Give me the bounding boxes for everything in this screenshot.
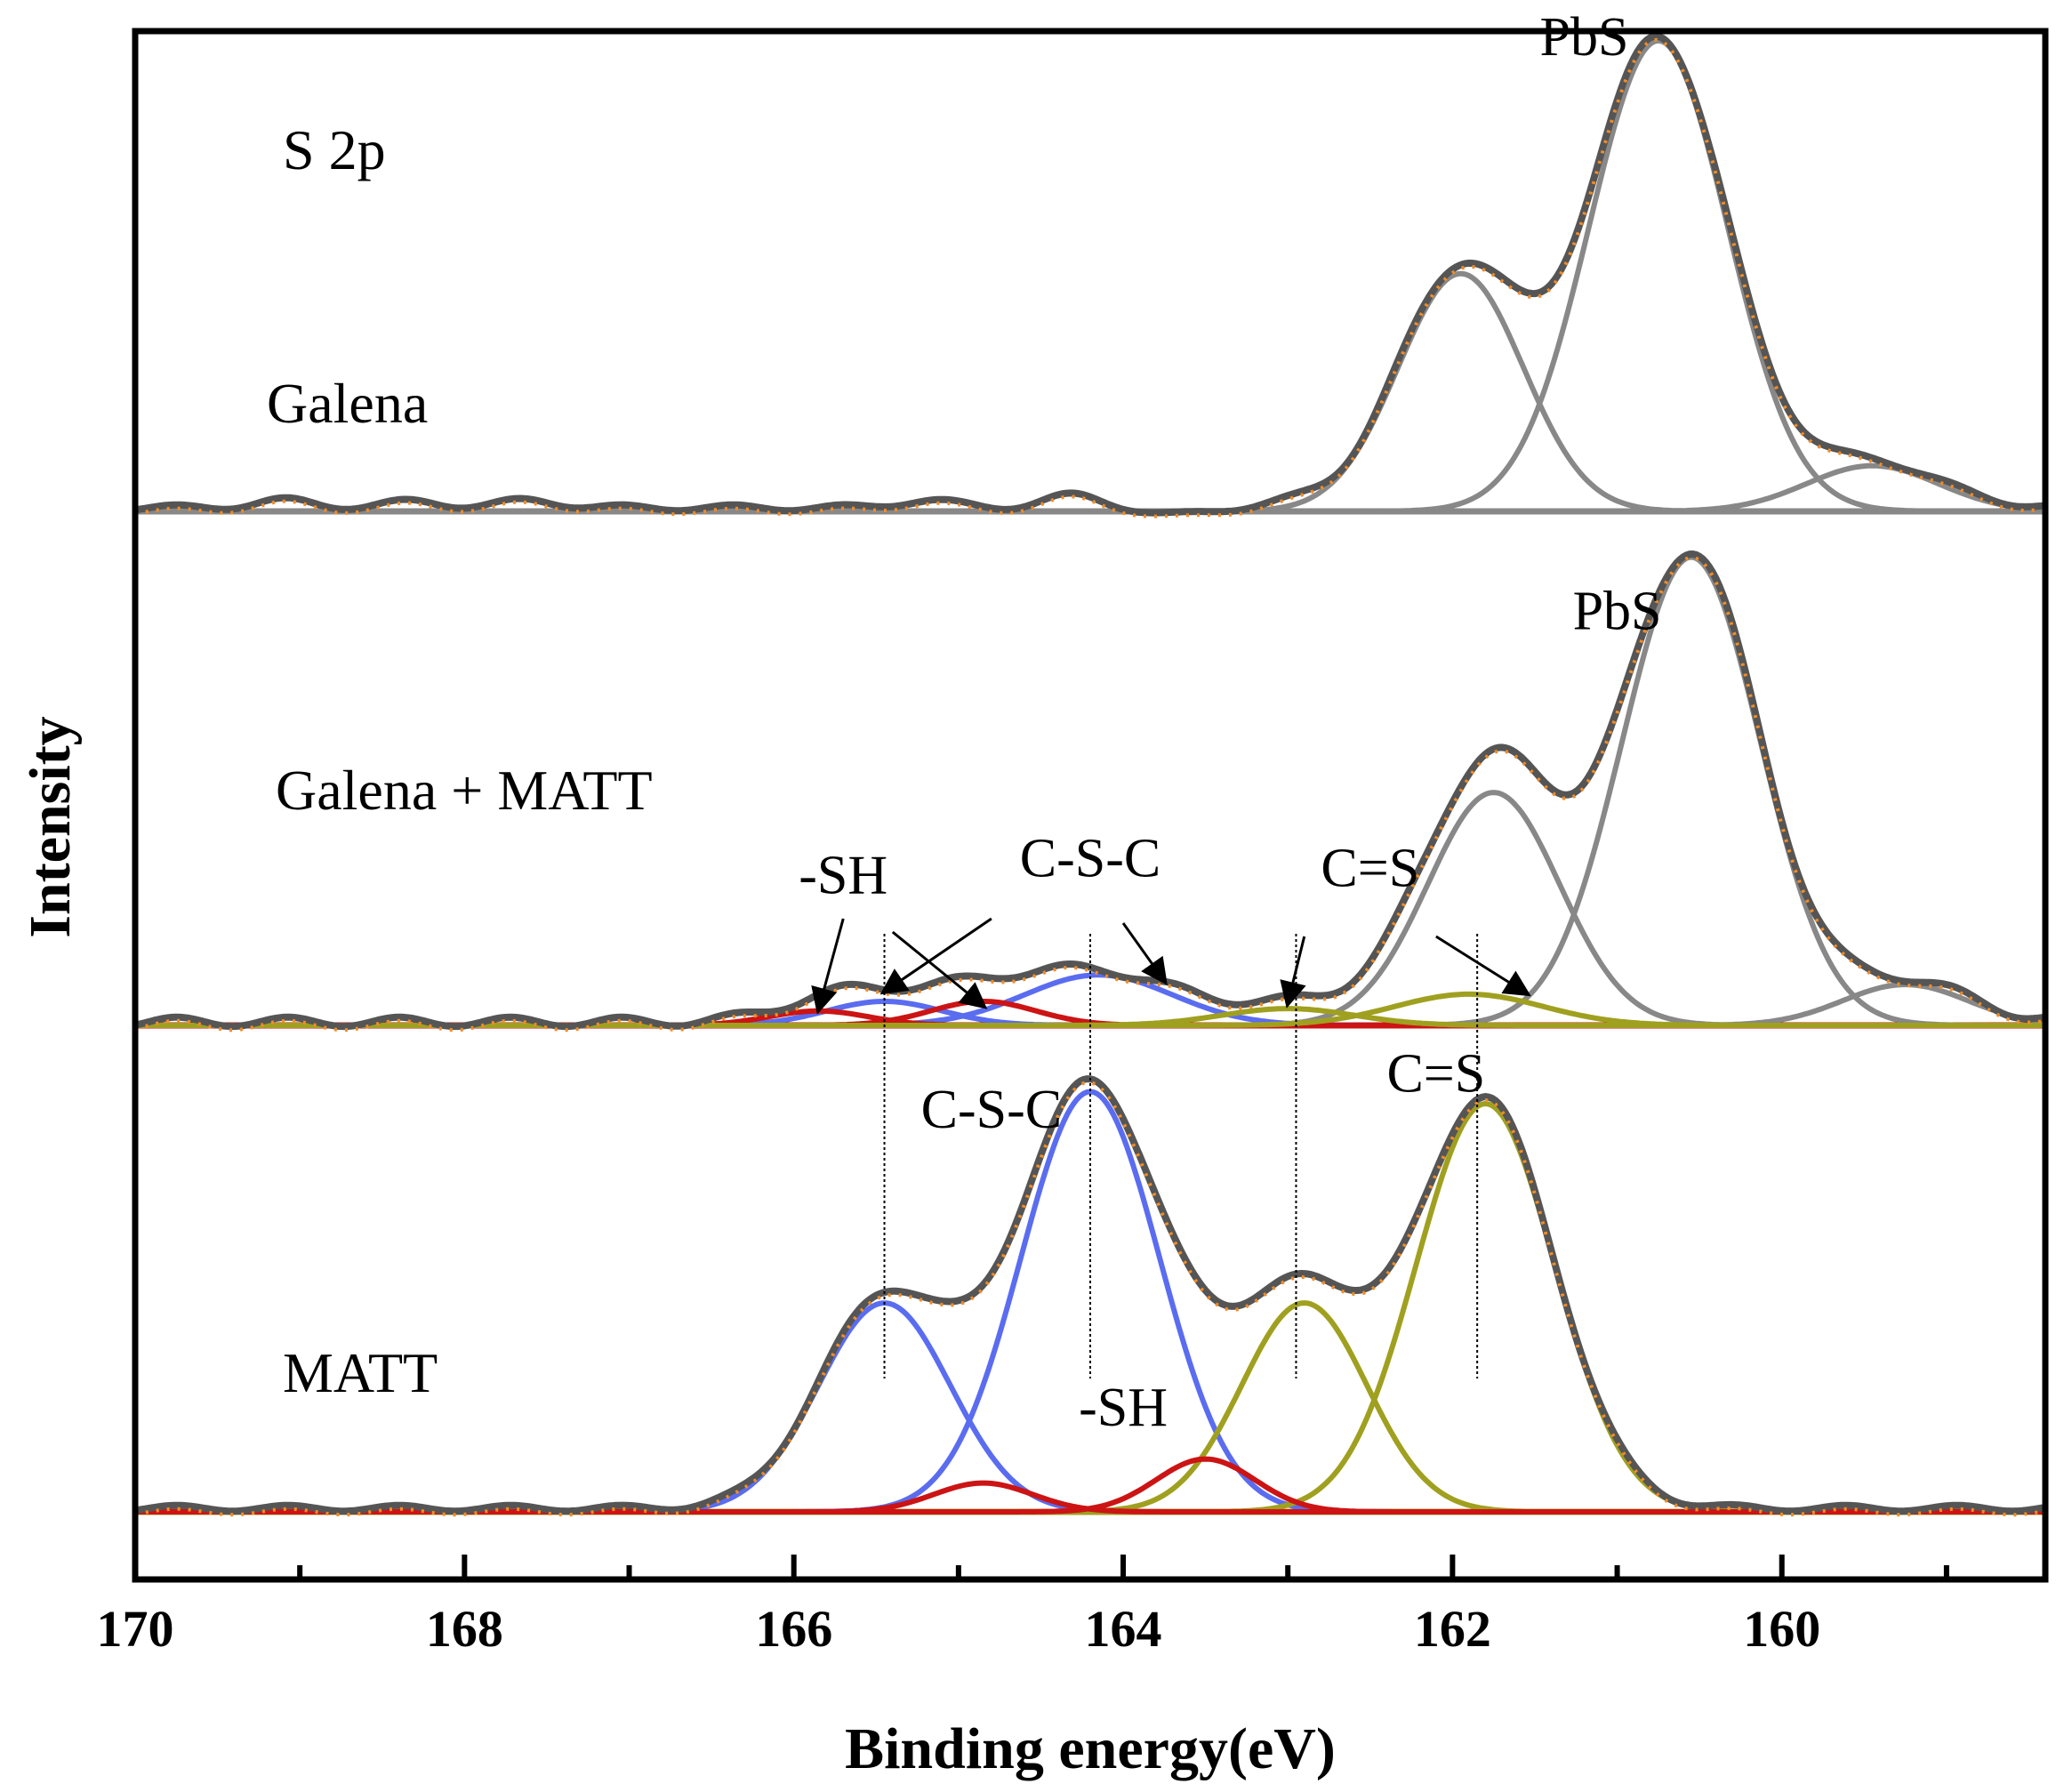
annotation-arrow bbox=[891, 930, 988, 1009]
x-tick-label: 170 bbox=[97, 1600, 174, 1658]
spectrum-region-label: S 2p bbox=[283, 118, 386, 181]
x-tick-label: 160 bbox=[1743, 1600, 1820, 1658]
peak-label-cs: C=S bbox=[1321, 838, 1419, 898]
peak-label-cs: C=S bbox=[1386, 1044, 1485, 1105]
annotation-arrow bbox=[1121, 922, 1168, 985]
annotations: Galena S 2p PbS Galena + MATT PbS -SH C-S-C C=S… bbox=[267, 7, 1662, 1438]
annotation-arrow bbox=[1280, 936, 1306, 1009]
x-tick-label: 162 bbox=[1414, 1600, 1491, 1658]
peak-label-sh: -SH bbox=[1079, 1378, 1168, 1438]
envelope-curve bbox=[134, 32, 2046, 517]
annotation-arrow bbox=[879, 917, 992, 995]
peak-label-csc: C-S-C bbox=[921, 1080, 1062, 1140]
panel-galena bbox=[134, 32, 2046, 518]
x-axis-title: Binding energy(eV) bbox=[845, 1716, 1336, 1781]
plot-frame bbox=[132, 28, 2049, 1583]
x-tick-label: 166 bbox=[755, 1600, 832, 1658]
y-axis-title: Intensity bbox=[18, 716, 83, 937]
component-pbs-1 bbox=[135, 790, 2045, 1028]
annotation-arrow bbox=[1435, 935, 1531, 997]
x-tick-label: 168 bbox=[426, 1600, 503, 1658]
fit-points bbox=[134, 37, 2046, 518]
fit-points bbox=[134, 1081, 2046, 1517]
panel-matt bbox=[134, 1075, 2046, 1517]
component-pbs-2 bbox=[135, 462, 2046, 514]
peak-label-csc: C-S-C bbox=[1020, 829, 1160, 889]
peak-label-pbs: PbS bbox=[1573, 582, 1662, 642]
panel-label-galena: Galena bbox=[267, 372, 428, 435]
x-axis-ticks: 170 168 166 164 162 160 bbox=[97, 1555, 1949, 1658]
component-pbs-0 bbox=[135, 37, 2045, 514]
panel-label-galena-matt: Galena + MATT bbox=[276, 759, 653, 822]
reference-lines bbox=[883, 934, 1479, 1378]
panel-label-matt: MATT bbox=[283, 1341, 438, 1404]
annotation-arrow bbox=[811, 918, 845, 1015]
peak-label-pbs: PbS bbox=[1540, 7, 1629, 68]
peak-label-sh: -SH bbox=[799, 846, 887, 906]
x-tick-label: 164 bbox=[1085, 1600, 1162, 1658]
